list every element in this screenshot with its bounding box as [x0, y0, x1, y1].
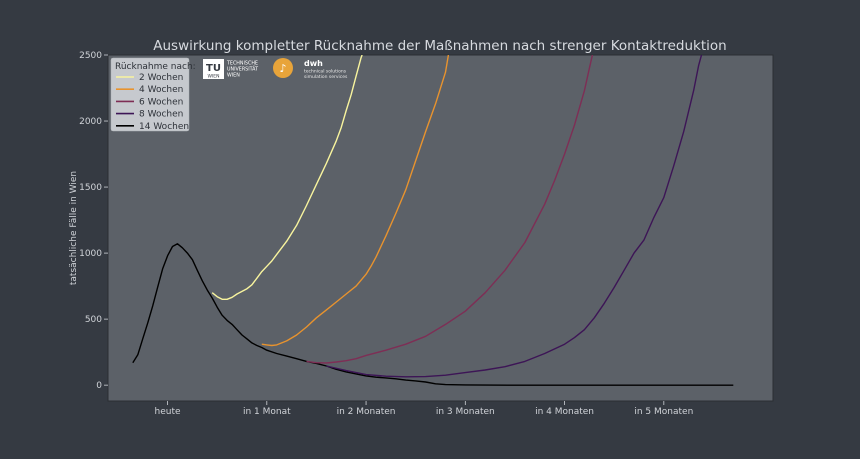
series-line-8-wochen [326, 55, 703, 378]
x-tick-label: in 2 Monaten [337, 407, 396, 417]
y-axis-label: tatsächliche Fälle in Wien [69, 171, 79, 285]
plot-area [107, 54, 774, 402]
y-tick-label: 1500 [79, 183, 102, 193]
legend-entry-label: 4 Wochen [139, 85, 183, 95]
tu-text-line1: TECHNISCHE [226, 61, 258, 67]
tu-logo-box [203, 59, 224, 79]
x-ticks: heute in 1 Monat in 2 Monaten in 3 Monaten i… [155, 401, 693, 417]
tu-logo-sub: WIEN [208, 74, 220, 80]
x-tick-label: in 1 Monat [243, 407, 291, 417]
x-tick-label: in 4 Monaten [535, 407, 594, 417]
legend-entry-label: 2 Wochen [139, 73, 183, 83]
x-tick-label: in 5 Monaten [634, 407, 693, 417]
y-ticks: 0 500 1000 1500 2000 2500 [79, 51, 108, 391]
dwh-name: dwh [304, 59, 323, 68]
series-line-4-wochen [261, 55, 450, 347]
legend-entry-label: 8 Wochen [139, 110, 183, 120]
dwh-sub-line1: technical solutions [304, 69, 347, 75]
series-line-14-wochen [132, 243, 734, 386]
dwh-sub-line2: simulation services [304, 74, 348, 80]
tu-wien-logo: TU WIEN TECHNISCHE UNIVERSITÄT WIEN [203, 59, 258, 80]
dwh-logo-circle [273, 58, 293, 78]
series-group [132, 55, 734, 386]
y-tick-label: 500 [85, 315, 102, 325]
chart-title: Auswirkung kompletter Rücknahme der Maßn… [153, 38, 726, 54]
tu-text-line3: WIEN [227, 73, 240, 79]
tu-logo-letters: TU [206, 63, 221, 74]
y-tick-label: 0 [96, 381, 102, 391]
y-tick-label: 2500 [79, 51, 102, 61]
series-line-6-wochen [306, 55, 594, 364]
series-line-2-wochen [211, 55, 363, 300]
tu-text-line2: UNIVERSITÄT [227, 66, 258, 73]
x-tick-label: in 3 Monaten [436, 407, 495, 417]
legend-entry-label: 6 Wochen [139, 97, 183, 107]
legend-title: Rücknahme nach: [115, 62, 196, 72]
y-tick-label: 1000 [79, 249, 102, 259]
dwh-logo-glyph: ♪ [279, 62, 286, 75]
legend-entry-label: 14 Wochen [139, 122, 189, 132]
x-tick-label: heute [155, 407, 181, 417]
y-tick-label: 2000 [79, 117, 102, 127]
legend: Rücknahme nach: 2 Wochen 4 Wochen 6 Wochen… [110, 57, 196, 132]
dwh-logo: ♪ dwh technical solutions simulation ser… [273, 58, 348, 80]
